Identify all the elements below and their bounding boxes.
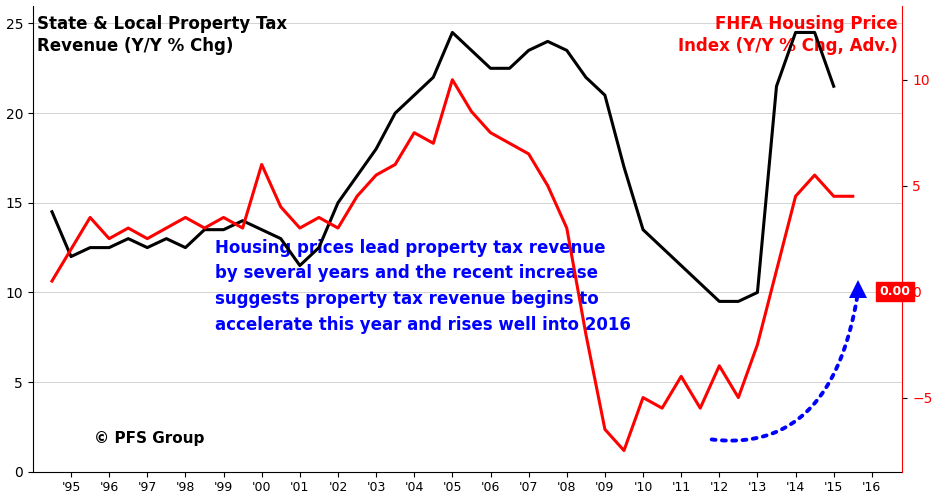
Text: FHFA Housing Price
Index (Y/Y % Chg, Adv.): FHFA Housing Price Index (Y/Y % Chg, Adv… xyxy=(678,15,898,55)
Text: 1.6: 1.6 xyxy=(0,499,1,500)
Text: State & Local Property Tax
Revenue (Y/Y % Chg): State & Local Property Tax Revenue (Y/Y … xyxy=(38,15,287,55)
Text: 0.00: 0.00 xyxy=(880,285,911,298)
Text: Housing prices lead property tax revenue
by several years and the recent increas: Housing prices lead property tax revenue… xyxy=(216,238,631,334)
Text: © PFS Group: © PFS Group xyxy=(94,431,204,446)
